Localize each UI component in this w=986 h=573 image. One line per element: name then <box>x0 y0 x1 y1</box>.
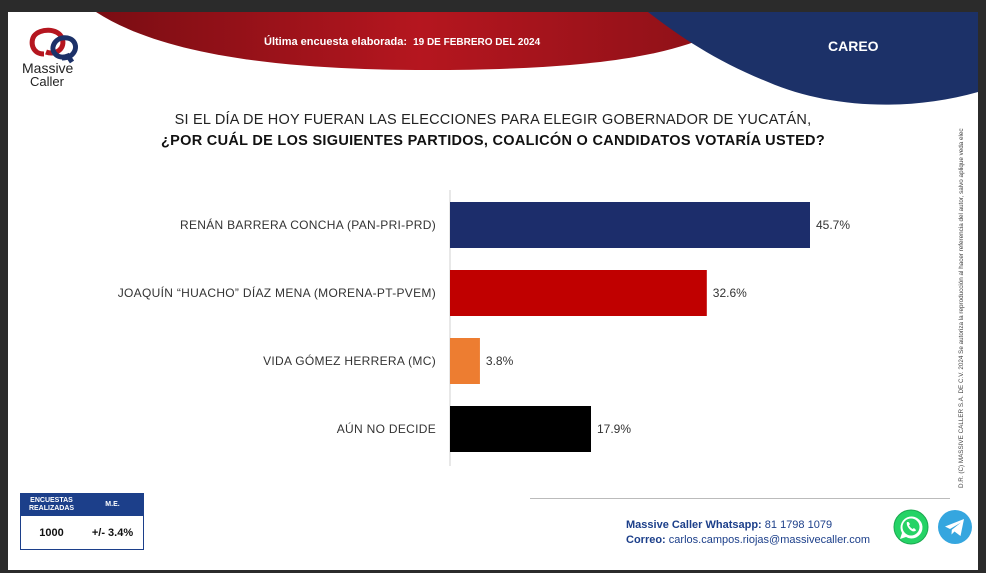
bar <box>450 338 480 384</box>
stats-value-surveys: 1000 <box>39 526 64 539</box>
category-label: RENÁN BARRERA CONCHA (PAN-PRI-PRD) <box>180 217 436 232</box>
survey-date-line: Última encuesta elaborada: 19 DE FEBRERO … <box>264 36 540 48</box>
survey-date-label: Última encuesta elaborada: <box>264 36 408 48</box>
whatsapp-icon[interactable] <box>892 508 930 546</box>
data-label: 3.8% <box>486 354 514 368</box>
stats-table: ENCUESTAS REALIZADAS M.E. 1000 +/- 3.4% <box>20 493 144 550</box>
question-line-2: ¿POR CUÁL DE LOS SIGUIENTES PARTIDOS, CO… <box>161 133 825 149</box>
survey-date-value: 19 DE FEBRERO DEL 2024 <box>413 37 541 48</box>
data-label: 17.9% <box>597 422 631 436</box>
category-label: VIDA GÓMEZ HERRERA (MC) <box>263 353 436 368</box>
whatsapp-number: 81 1798 1079 <box>764 519 833 531</box>
stats-value-margin: +/- 3.4% <box>91 526 134 539</box>
data-label: 32.6% <box>713 286 747 300</box>
stats-value-row: 1000 +/- 3.4% <box>21 516 143 549</box>
contact-email: Correo: carlos.campos.riojas@massivecall… <box>626 534 870 546</box>
logo-text-caller: Caller <box>30 74 64 89</box>
top-bar <box>0 0 986 12</box>
question-line-1: SI EL DÍA DE HOY FUERAN LAS ELECCIONES P… <box>174 112 812 128</box>
slide: Massive Caller Última encuesta elaborada… <box>8 12 978 570</box>
bar <box>450 406 592 452</box>
data-label: 45.7% <box>816 218 850 232</box>
logo-text-massive: Massive <box>22 60 74 76</box>
email-label: Correo: <box>626 534 666 546</box>
telegram-icon[interactable] <box>936 508 974 546</box>
copyright-note-text: D.R. (C) MASSIVE CALLER S.A. DE C.V. 202… <box>958 128 965 488</box>
massive-caller-logo-icon <box>29 27 78 64</box>
category-label: JOAQUÍN “HUACHO” DÍAZ MENA (MORENA-PT-PV… <box>118 285 436 300</box>
footer-divider <box>530 498 950 499</box>
stats-header-row: ENCUESTAS REALIZADAS M.E. <box>21 494 143 516</box>
bar <box>450 202 810 248</box>
stats-header-surveys: ENCUESTAS REALIZADAS <box>28 497 75 512</box>
whatsapp-label: Massive Caller Whatsapp: <box>626 519 762 531</box>
email-address: carlos.campos.riojas@massivecaller.com <box>668 534 871 546</box>
header-background <box>96 12 978 105</box>
section-title: CAREO <box>828 38 879 54</box>
contact-whatsapp: Massive Caller Whatsapp: 81 1798 1079 <box>626 519 832 531</box>
stats-header-margin: M.E. <box>105 501 120 508</box>
bar <box>450 270 707 316</box>
copyright-note: D.R. (C) MASSIVE CALLER S.A. DE C.V. 202… <box>958 128 965 488</box>
bar-chart: RENÁN BARRERA CONCHA (PAN-PRI-PRD) 45.7% J… <box>118 190 850 466</box>
category-label: AÚN NO DECIDE <box>337 421 436 436</box>
